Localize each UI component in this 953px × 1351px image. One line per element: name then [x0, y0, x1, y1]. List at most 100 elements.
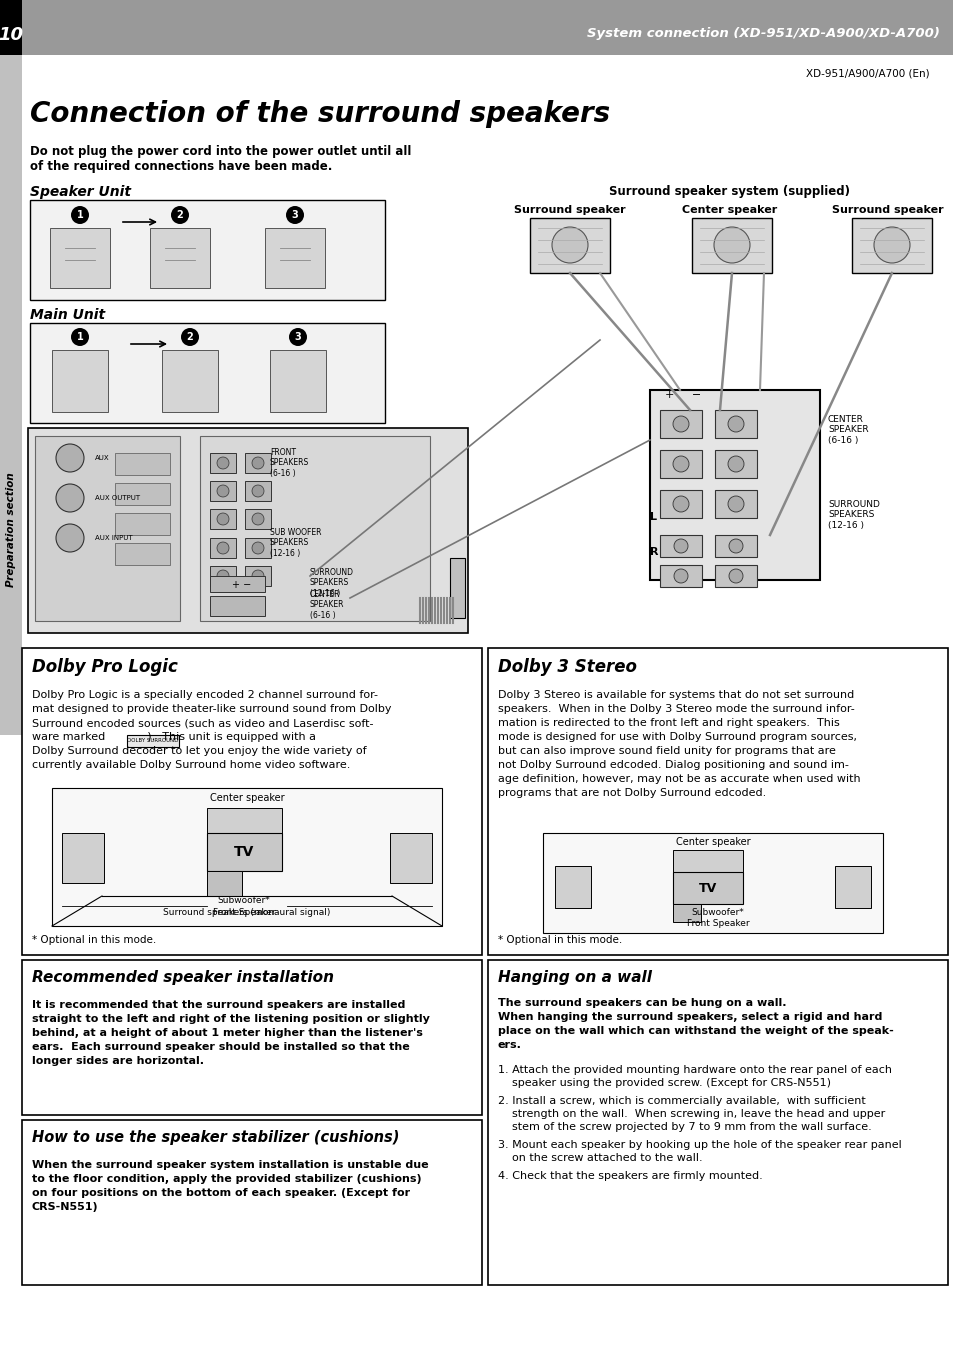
Text: 2. Install a screw, which is commercially available,  with sufficient: 2. Install a screw, which is commerciall…: [497, 1096, 864, 1106]
Text: 1: 1: [76, 209, 83, 220]
Circle shape: [727, 457, 743, 471]
Bar: [649, 390, 820, 580]
Text: TV: TV: [699, 881, 717, 894]
Circle shape: [672, 496, 688, 512]
Text: 2: 2: [176, 209, 183, 220]
Bar: [0, 0, 953, 55]
Circle shape: [216, 485, 229, 497]
Circle shape: [252, 542, 264, 554]
Text: strength on the wall.  When screwing in, leave the head and upper: strength on the wall. When screwing in, …: [497, 1109, 884, 1119]
Text: + −: + −: [232, 580, 251, 590]
Text: on four positions on the bottom of each speaker. (Except for: on four positions on the bottom of each …: [32, 1188, 410, 1198]
Bar: [450, 558, 464, 617]
Bar: [115, 453, 170, 476]
Text: Center speaker: Center speaker: [210, 793, 284, 802]
Text: +     −: + −: [664, 390, 700, 400]
Bar: [390, 834, 432, 884]
Bar: [530, 218, 609, 273]
Bar: [62, 834, 104, 884]
Text: speaker using the provided screw. (Except for CRS-N551): speaker using the provided screw. (Excep…: [497, 1078, 830, 1088]
Text: SUB WOOFER
SPEAKERS
(12-16 ): SUB WOOFER SPEAKERS (12-16 ): [270, 528, 321, 558]
Circle shape: [71, 205, 89, 224]
Bar: [659, 490, 701, 517]
Text: Do not plug the power cord into the power outlet until all
of the required conne: Do not plug the power cord into the powe…: [30, 145, 411, 173]
Text: AUX INPUT: AUX INPUT: [95, 535, 132, 540]
Text: Surround speaker system (supplied): Surround speaker system (supplied): [609, 185, 850, 199]
Bar: [488, 961, 947, 1285]
Bar: [245, 566, 271, 586]
Text: mode is designed for use with Dolby Surround program sources,: mode is designed for use with Dolby Surr…: [497, 732, 856, 742]
Bar: [115, 543, 170, 565]
Bar: [265, 228, 325, 288]
Text: When the surround speaker system installation is unstable due: When the surround speaker system install…: [32, 1161, 428, 1170]
Bar: [542, 834, 882, 934]
Text: longer sides are horizontal.: longer sides are horizontal.: [32, 1056, 204, 1066]
Text: It is recommended that the surround speakers are installed: It is recommended that the surround spea…: [32, 1000, 405, 1011]
Text: Dolby Pro Logic: Dolby Pro Logic: [32, 658, 177, 676]
Text: 10: 10: [0, 26, 24, 45]
Text: 3: 3: [292, 209, 298, 220]
Text: ware marked            ).  This unit is equipped with a: ware marked ). This unit is equipped wit…: [32, 732, 315, 742]
Bar: [22, 1120, 481, 1285]
Circle shape: [252, 485, 264, 497]
Bar: [659, 565, 701, 586]
Circle shape: [252, 457, 264, 469]
Bar: [245, 453, 271, 473]
Text: 4. Check that the speakers are firmly mounted.: 4. Check that the speakers are firmly mo…: [497, 1171, 762, 1181]
Circle shape: [181, 328, 199, 346]
Circle shape: [252, 513, 264, 526]
Bar: [210, 538, 235, 558]
Bar: [200, 436, 430, 621]
Text: to the floor condition, apply the provided stabilizer (cushions): to the floor condition, apply the provid…: [32, 1174, 421, 1183]
Bar: [150, 228, 210, 288]
Bar: [714, 490, 757, 517]
Text: CENTER
SPEAKER
(6-16 ): CENTER SPEAKER (6-16 ): [310, 590, 344, 620]
Text: The surround speakers can be hung on a wall.: The surround speakers can be hung on a w…: [497, 998, 785, 1008]
Text: 1. Attach the provided mounting hardware onto the rear panel of each: 1. Attach the provided mounting hardware…: [497, 1065, 891, 1075]
Text: * Optional in this mode.: * Optional in this mode.: [497, 935, 621, 944]
Text: Dolby 3 Stereo is available for systems that do not set surround: Dolby 3 Stereo is available for systems …: [497, 690, 853, 700]
Bar: [245, 481, 271, 501]
Circle shape: [56, 524, 84, 553]
Text: CENTER
SPEAKER
(6-16 ): CENTER SPEAKER (6-16 ): [827, 415, 868, 444]
Bar: [210, 596, 265, 616]
Bar: [52, 788, 441, 925]
Text: Dolby Surround decoder to let you enjoy the wide variety of: Dolby Surround decoder to let you enjoy …: [32, 746, 366, 757]
Text: * Optional in this mode.: * Optional in this mode.: [32, 935, 156, 944]
Text: Preparation section: Preparation section: [6, 473, 16, 588]
Bar: [210, 453, 235, 473]
Text: CRS-N551): CRS-N551): [32, 1202, 98, 1212]
Bar: [0, 55, 22, 735]
Bar: [714, 450, 757, 478]
Text: SURROUND
SPEAKERS
(12-16 ): SURROUND SPEAKERS (12-16 ): [827, 500, 879, 530]
Text: SURROUND
SPEAKERS
(12-16 ): SURROUND SPEAKERS (12-16 ): [310, 567, 354, 597]
Circle shape: [673, 569, 687, 584]
Bar: [834, 866, 870, 908]
Text: currently available Dolby Surround home video software.: currently available Dolby Surround home …: [32, 761, 350, 770]
Text: Front Speaker: Front Speaker: [213, 908, 275, 917]
Text: DOLBY SURROUND: DOLBY SURROUND: [127, 739, 178, 743]
Text: R: R: [649, 547, 658, 557]
Bar: [52, 350, 108, 412]
Text: Speaker Unit: Speaker Unit: [30, 185, 131, 199]
Circle shape: [216, 457, 229, 469]
Bar: [672, 904, 700, 921]
Text: Recommended speaker installation: Recommended speaker installation: [32, 970, 334, 985]
Text: not Dolby Surround edcoded. Dialog positioning and sound im-: not Dolby Surround edcoded. Dialog posit…: [497, 761, 848, 770]
Text: speakers.  When in the Dolby 3 Stereo mode the surround infor-: speakers. When in the Dolby 3 Stereo mod…: [497, 704, 854, 713]
Bar: [207, 808, 282, 834]
Text: Surround speaker: Surround speaker: [831, 205, 943, 215]
Circle shape: [286, 205, 304, 224]
Bar: [555, 866, 590, 908]
Bar: [207, 834, 282, 871]
Text: 3. Mount each speaker by hooking up the hole of the speaker rear panel: 3. Mount each speaker by hooking up the …: [497, 1140, 901, 1150]
Text: Surround encoded sources (such as video and Laserdisc soft-: Surround encoded sources (such as video …: [32, 717, 374, 728]
Text: Front Speaker: Front Speaker: [686, 919, 748, 928]
Circle shape: [727, 496, 743, 512]
Text: XD-951/A900/A700 (En): XD-951/A900/A700 (En): [805, 68, 929, 78]
Bar: [672, 850, 742, 871]
Bar: [115, 484, 170, 505]
Bar: [0, 0, 22, 55]
Text: Center speaker: Center speaker: [675, 838, 749, 847]
Text: 3: 3: [294, 332, 301, 342]
